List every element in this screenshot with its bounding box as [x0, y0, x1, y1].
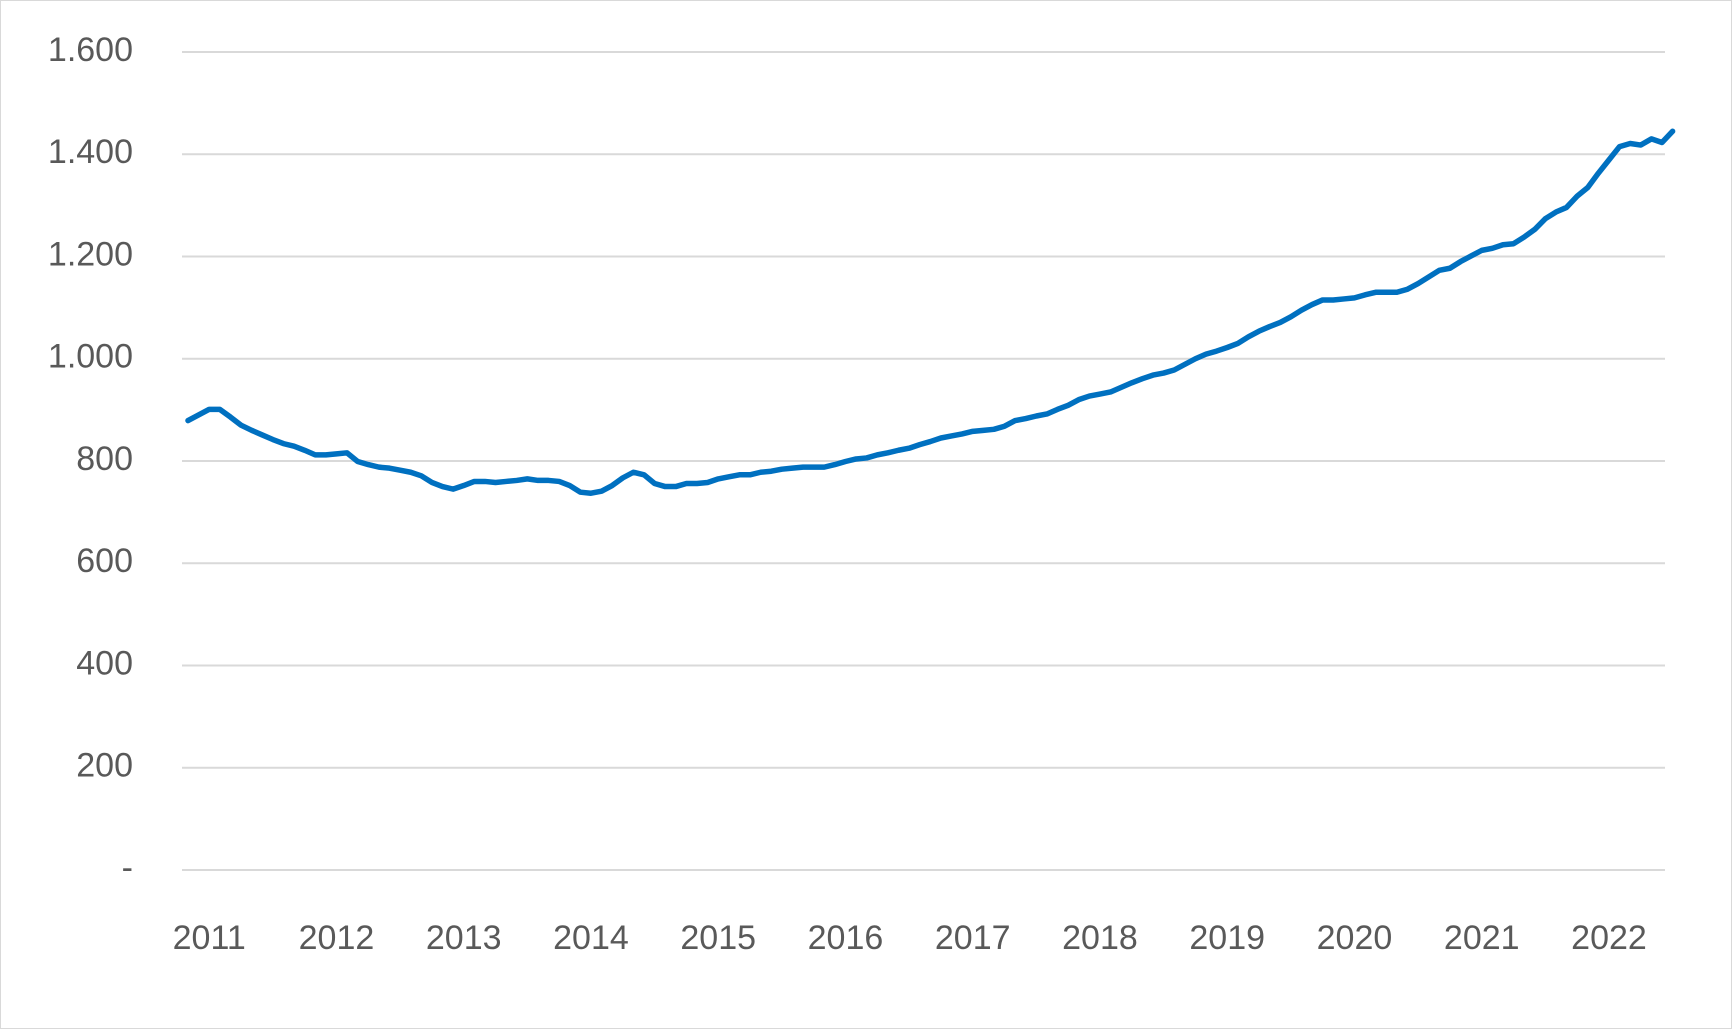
x-tick-label: 2019	[1189, 919, 1265, 957]
x-tick-label: 2016	[808, 919, 884, 957]
data-line	[185, 128, 1676, 496]
y-tick-label: 1.200	[48, 235, 133, 273]
x-tick-label: 2022	[1571, 919, 1647, 957]
labels-layer: - 200 400 600 800 1.000 1.200 1.400 1.600 2011 201…	[48, 31, 1647, 957]
x-tick-label: 2013	[426, 919, 502, 957]
x-tick-label: 2017	[935, 919, 1011, 957]
x-tick-label: 2021	[1444, 919, 1520, 957]
y-tick-label: 800	[76, 440, 133, 478]
x-tick-label: 2020	[1317, 919, 1393, 957]
y-tick-label: 600	[76, 542, 133, 580]
y-tick-label: 200	[76, 747, 133, 785]
y-tick-label: 400	[76, 644, 133, 682]
y-tick-label: -	[122, 849, 133, 887]
x-tick-label: 2018	[1062, 919, 1138, 957]
x-tick-label: 2011	[173, 919, 246, 957]
x-tick-label: 2015	[680, 919, 756, 957]
x-tick-label: 2012	[299, 919, 375, 957]
grid-layer	[182, 51, 1665, 871]
y-tick-label: 1.000	[48, 338, 133, 376]
y-tick-label: 1.400	[48, 133, 133, 171]
marks-layer	[185, 128, 1676, 496]
x-tick-label: 2014	[553, 919, 629, 957]
y-tick-label: 1.600	[48, 31, 133, 69]
